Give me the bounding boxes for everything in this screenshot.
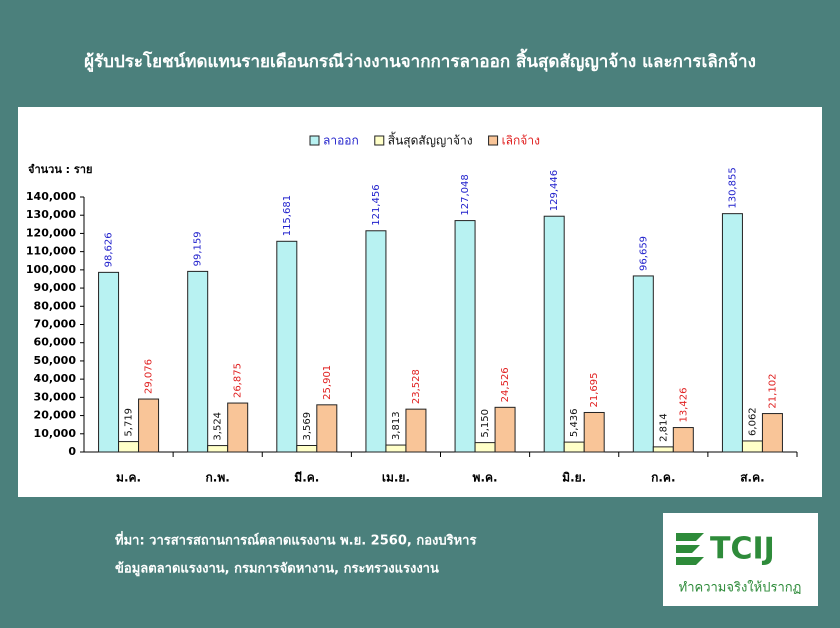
bar	[563, 441, 585, 453]
y-tick-label: 0	[68, 445, 76, 458]
y-tick-label: 140,000	[26, 190, 76, 203]
legend-swatch	[374, 135, 385, 146]
value-label: 24,526	[500, 367, 511, 402]
bar	[385, 444, 407, 453]
bar	[227, 402, 249, 453]
logo-icon	[676, 533, 704, 565]
logo: TCIJ ทำความจริงให้ปรากฏ	[663, 513, 818, 606]
legend-label: เลิกจ้าง	[502, 134, 540, 148]
bar	[494, 406, 516, 453]
bar	[761, 413, 783, 453]
value-label: 121,456	[371, 184, 382, 225]
y-tick-label: 100,000	[26, 263, 76, 276]
value-label: 5,719	[124, 408, 135, 437]
value-label: 3,813	[391, 411, 402, 440]
bar	[474, 442, 496, 453]
bar	[365, 230, 387, 453]
value-label: 21,695	[589, 372, 600, 407]
bar	[405, 408, 427, 453]
y-tick-label: 20,000	[34, 409, 77, 422]
x-tick-label: มิ.ย.	[562, 471, 586, 485]
value-label: 127,048	[460, 174, 471, 215]
value-label: 6,062	[747, 407, 758, 436]
y-tick-label: 120,000	[26, 226, 76, 239]
value-label: 5,150	[480, 409, 491, 438]
y-axis-label: จำนวน : ราย	[28, 163, 92, 176]
legend-label: สิ้นสุดสัญญาจ้าง	[388, 132, 473, 149]
y-tick-label: 30,000	[34, 390, 77, 403]
value-label: 98,626	[104, 232, 115, 267]
bar	[583, 411, 605, 453]
legend-label: ลาออก	[323, 134, 359, 148]
value-label: 3,524	[213, 412, 224, 441]
y-tick-label: 50,000	[34, 354, 77, 367]
bar	[207, 445, 229, 453]
y-tick-label: 10,000	[34, 427, 77, 440]
bar	[276, 240, 298, 453]
y-tick-label: 90,000	[34, 281, 77, 294]
y-tick-label: 40,000	[34, 372, 77, 385]
logo-name: TCIJ	[710, 532, 775, 567]
bar	[672, 427, 694, 453]
value-label: 5,436	[569, 408, 580, 437]
bar	[632, 275, 654, 453]
x-tick-label: พ.ค.	[473, 471, 498, 485]
value-label: 21,102	[767, 374, 778, 409]
legend-swatch	[488, 135, 499, 146]
value-label: 23,528	[411, 369, 422, 404]
x-tick-label: มี.ค.	[294, 471, 319, 485]
value-label: 29,076	[144, 359, 155, 394]
bar	[187, 270, 209, 453]
x-tick-label: ม.ค.	[116, 471, 141, 485]
value-label: 26,875	[233, 363, 244, 398]
source-text: ข้อมูลตลาดแรงงาน, กรมการจัดหางาน, กระทรว…	[115, 561, 439, 577]
page-title: ผู้รับประโยชน์ทดแทนรายเดือนกรณีว่างงานจา…	[84, 48, 756, 73]
x-tick-label: เม.ย.	[382, 471, 410, 485]
bar	[454, 220, 476, 453]
bar	[138, 398, 160, 453]
bar	[652, 446, 674, 453]
y-tick-label: 130,000	[26, 208, 76, 221]
bar	[118, 441, 140, 453]
y-tick-label: 80,000	[34, 299, 77, 312]
logo-tagline: ทำความจริงให้ปรากฏ	[679, 580, 802, 596]
bar	[316, 404, 338, 453]
value-label: 130,855	[727, 167, 738, 208]
bar	[741, 440, 763, 453]
bar	[98, 271, 120, 453]
x-tick-label: ส.ค.	[740, 471, 764, 485]
bar	[721, 213, 743, 453]
value-label: 96,659	[638, 236, 649, 271]
value-label: 25,901	[322, 365, 333, 400]
x-tick-label: ก.พ.	[206, 471, 230, 485]
source-text: ที่มา: วารสารสถานการณ์ตลาดแรงงาน พ.ย. 25…	[115, 531, 476, 549]
value-label: 2,814	[658, 413, 669, 442]
bar	[296, 444, 318, 453]
y-tick-label: 60,000	[34, 336, 77, 349]
value-label: 13,426	[678, 388, 689, 423]
value-label: 129,446	[549, 170, 560, 211]
x-tick-label: ก.ค.	[651, 471, 675, 485]
y-tick-label: 110,000	[26, 245, 76, 258]
value-label: 115,681	[282, 195, 293, 236]
value-label: 3,569	[302, 412, 313, 441]
y-tick-label: 70,000	[34, 318, 77, 331]
value-label: 99,159	[193, 231, 204, 266]
bar	[543, 215, 565, 453]
legend-swatch	[309, 135, 320, 146]
